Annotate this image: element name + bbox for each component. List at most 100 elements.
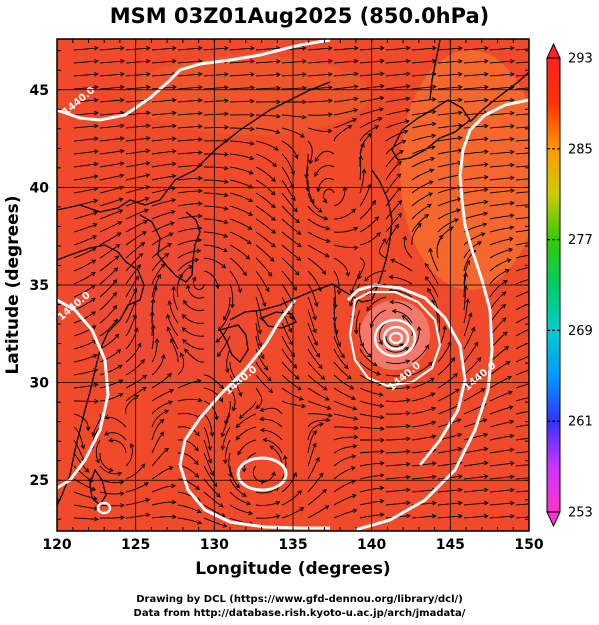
streamline-arrowhead — [536, 137, 540, 141]
streamline — [177, 151, 202, 155]
streamline — [515, 451, 529, 454]
streamline-arrowhead — [336, 290, 342, 295]
streamline-arrowhead — [224, 152, 229, 157]
colorbar-bottom-arrow — [546, 511, 561, 528]
streamline — [489, 435, 514, 441]
streamline-arrowhead — [457, 446, 463, 452]
contour-1440-typhoon-inner — [348, 290, 442, 388]
streamline-arrowhead — [432, 474, 437, 480]
streamline-arrowhead — [342, 185, 348, 191]
streamline — [183, 300, 205, 312]
streamline — [307, 489, 327, 506]
streamline-arrowhead — [536, 488, 540, 492]
streamline — [99, 150, 124, 155]
streamline-arrowhead — [380, 45, 385, 51]
streamline-arrowhead — [275, 129, 281, 134]
streamline-arrowhead — [509, 225, 515, 230]
streamline-arrowhead — [91, 259, 97, 264]
streamline-arrowhead — [145, 173, 151, 178]
streamline — [463, 125, 488, 129]
streamline — [281, 140, 298, 159]
streamline-arrowhead — [397, 200, 403, 205]
streamline — [177, 478, 200, 490]
streamline — [260, 418, 283, 428]
streamline-arrowhead — [194, 446, 199, 452]
streamline-arrowhead — [510, 58, 515, 64]
streamline-arrowhead — [379, 414, 385, 420]
streamline — [204, 153, 229, 156]
streamline — [427, 288, 439, 311]
streamline — [255, 296, 263, 321]
streamline — [307, 423, 324, 441]
streamline-arrowhead — [380, 449, 385, 454]
streamline — [515, 490, 529, 493]
streamline-arrowhead — [181, 327, 187, 332]
streamline-arrowhead — [108, 467, 114, 473]
streamline-arrowhead — [399, 150, 404, 155]
streamline — [385, 335, 404, 347]
contour-1440-west — [57, 298, 110, 490]
streamline — [515, 355, 529, 363]
streamline — [307, 218, 330, 230]
streamline — [255, 283, 266, 307]
streamline — [307, 73, 332, 77]
streamline-arrowhead — [283, 455, 288, 460]
streamline — [463, 515, 488, 519]
streamline-arrowhead — [327, 413, 333, 418]
streamline-arrowhead — [250, 72, 255, 77]
streamline — [73, 150, 98, 155]
y-tick-label-25: 25 — [30, 473, 49, 489]
streamline — [99, 232, 122, 246]
streamline — [489, 502, 514, 506]
streamline-arrowhead — [484, 71, 489, 77]
streamline — [333, 494, 356, 506]
streamline — [489, 259, 511, 272]
streamline-arrowhead — [534, 300, 538, 304]
streamline — [515, 48, 529, 51]
streamline — [411, 146, 435, 155]
streamline-arrowhead — [164, 447, 170, 453]
streamline — [366, 296, 387, 311]
streamline-arrowhead — [94, 136, 99, 142]
streamline-arrowhead — [406, 487, 411, 493]
streamline — [73, 369, 98, 376]
streamline — [281, 335, 295, 357]
streamline — [281, 87, 307, 90]
streamline-arrowhead — [424, 344, 429, 350]
streamline — [333, 227, 358, 233]
streamline-arrowhead — [502, 331, 508, 336]
streamline-arrowhead — [198, 45, 203, 51]
streamline — [125, 125, 150, 129]
streamline-arrowhead — [94, 516, 99, 522]
streamline — [463, 47, 488, 51]
streamline-arrowhead — [198, 201, 203, 206]
streamline — [229, 231, 252, 245]
streamline-arrowhead — [235, 483, 240, 489]
streamline — [73, 247, 97, 259]
streamline-arrowhead — [325, 238, 331, 243]
streamline — [333, 335, 345, 358]
streamline-arrowhead — [276, 99, 281, 105]
streamline-arrowhead — [389, 299, 394, 305]
streamline — [307, 257, 326, 275]
streamline — [306, 166, 309, 191]
streamline-arrowhead — [536, 252, 540, 256]
streamline-arrowhead — [103, 431, 109, 436]
streamline-arrowhead — [431, 109, 437, 115]
streamline-arrowhead — [328, 45, 333, 51]
streamline — [255, 60, 280, 64]
streamline — [99, 267, 119, 285]
streamline — [73, 272, 96, 285]
streamline — [229, 218, 252, 230]
streamline — [99, 209, 123, 220]
streamline-arrowhead — [509, 200, 515, 206]
streamline — [229, 100, 254, 103]
streamline-arrowhead — [535, 380, 539, 384]
streamline-arrowhead — [146, 45, 151, 51]
streamline-arrowhead — [113, 267, 119, 272]
streamline-arrowhead — [292, 286, 297, 292]
streamline — [515, 477, 529, 480]
streamline-arrowhead — [379, 107, 385, 112]
streamline-arrowhead — [235, 423, 241, 429]
streamline-arrowhead — [508, 405, 514, 410]
